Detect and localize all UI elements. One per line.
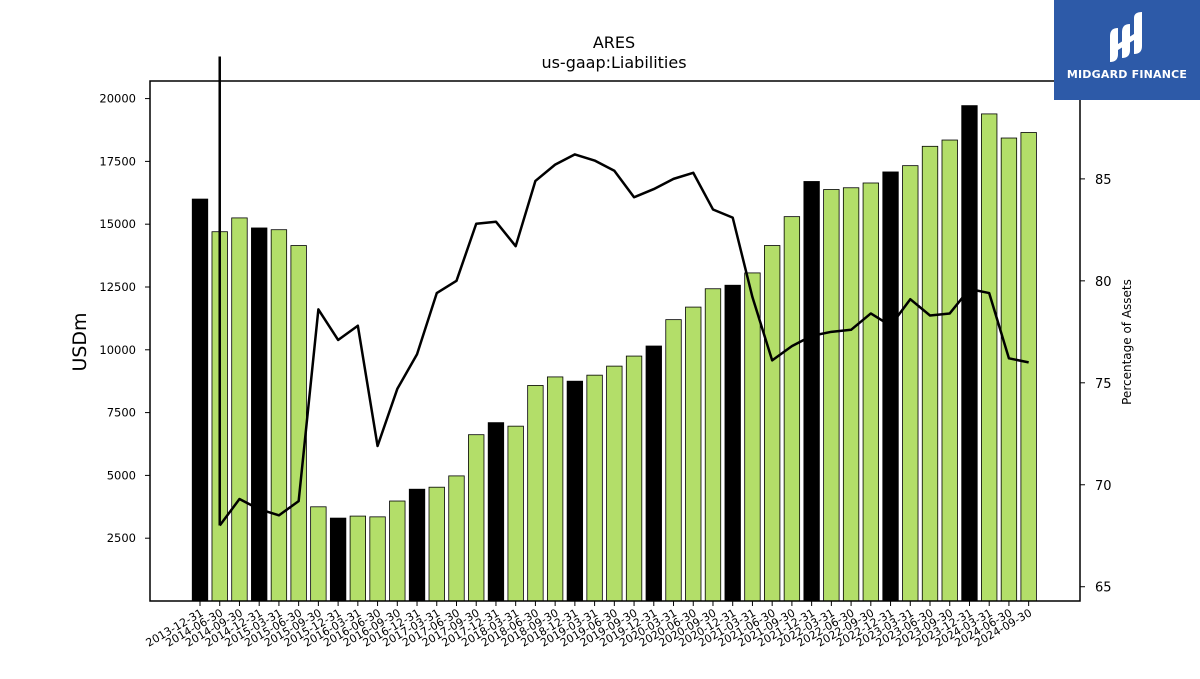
bar <box>448 475 465 602</box>
bar <box>685 306 702 602</box>
bar <box>290 245 307 602</box>
brand-mark-icon <box>1110 12 1142 62</box>
y-tick-label: 10000 <box>99 343 136 357</box>
brand-name: MIDGARD FINANCE <box>1066 68 1188 81</box>
bar <box>645 345 662 602</box>
bar <box>507 425 524 602</box>
bar <box>744 272 761 602</box>
bar <box>625 355 643 602</box>
y2-tick-label: 85 <box>1095 173 1112 188</box>
bar <box>724 284 741 602</box>
bar <box>408 488 426 602</box>
y-axis-label: USDm <box>69 312 91 371</box>
y-tick-label: 2500 <box>107 531 136 545</box>
bar <box>941 139 958 602</box>
bar <box>1000 137 1018 602</box>
bar <box>251 227 268 602</box>
bar <box>665 319 682 602</box>
bar <box>1020 132 1037 602</box>
bar <box>823 189 840 602</box>
y-tick-label: 17500 <box>99 154 136 168</box>
bar <box>803 181 820 602</box>
plot-area: 2500 5000 7500 10000 12500 15000 17500 20000 65 7… <box>99 56 1112 650</box>
bar <box>586 374 603 602</box>
bar <box>389 500 406 602</box>
y2-tick-label: 65 <box>1095 581 1112 596</box>
y-tick-label: 5000 <box>107 468 136 482</box>
bar <box>783 216 801 602</box>
brand-logo: MIDGARD FINANCE <box>1054 0 1200 100</box>
bar <box>231 217 248 602</box>
y-tick-label: 12500 <box>99 280 136 294</box>
y-tick-label: 7500 <box>107 406 136 420</box>
bar <box>349 515 366 602</box>
bar <box>902 165 919 602</box>
bar <box>921 145 939 602</box>
bar <box>981 113 998 602</box>
y2-tick-label: 70 <box>1095 479 1112 494</box>
y2-tick-label: 80 <box>1095 275 1112 290</box>
bar <box>428 486 445 602</box>
bar <box>842 187 860 602</box>
bar <box>882 171 899 602</box>
bar <box>546 376 564 602</box>
bar <box>310 506 327 602</box>
bar <box>369 516 386 602</box>
bar <box>487 422 505 602</box>
y-tick-label: 15000 <box>99 217 136 231</box>
bar <box>862 182 879 602</box>
pct-assets-line <box>218 153 1029 527</box>
bar <box>606 365 623 602</box>
y-tick-label: 20000 <box>99 92 136 106</box>
bar <box>527 385 544 602</box>
bar <box>329 517 347 602</box>
bar <box>191 198 209 602</box>
chart-title: ARES <box>593 33 635 52</box>
bar <box>704 288 722 602</box>
y2-axis-label: Percentage of Assets <box>1120 279 1134 405</box>
bar <box>961 105 978 602</box>
bar <box>764 245 781 602</box>
bar <box>566 380 584 602</box>
bar <box>468 434 485 602</box>
y2-tick-label: 75 <box>1095 377 1112 392</box>
chart-subtitle: us-gaap:Liabilities <box>541 53 686 72</box>
bar <box>270 229 288 602</box>
plot-frame <box>149 80 1081 602</box>
